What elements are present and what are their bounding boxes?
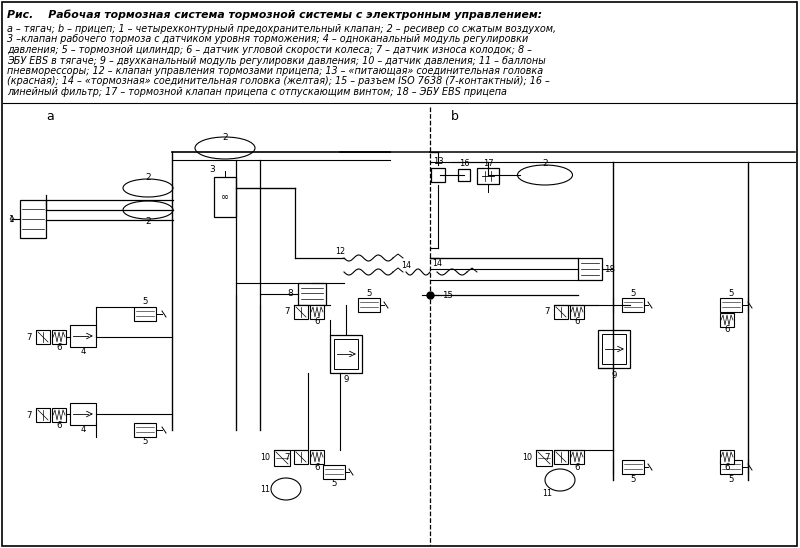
Text: 18: 18: [604, 265, 615, 273]
Text: 5: 5: [142, 437, 148, 447]
Text: 6: 6: [574, 463, 580, 471]
Bar: [554, 305, 568, 319]
Text: 11: 11: [260, 484, 270, 494]
Bar: [570, 305, 584, 319]
Text: 16: 16: [458, 158, 470, 168]
Text: 5: 5: [630, 288, 636, 298]
Bar: [602, 334, 626, 364]
Bar: [310, 450, 324, 464]
Text: 2: 2: [222, 134, 228, 142]
Bar: [20, 200, 46, 238]
Text: 5: 5: [142, 298, 148, 306]
Bar: [536, 450, 552, 466]
Text: Рис.    Рабочая тормозная система тормозной системы с электронным управлением:: Рис. Рабочая тормозная система тормозной…: [7, 9, 542, 20]
Bar: [720, 460, 742, 474]
Text: 13: 13: [433, 157, 443, 167]
Text: 3: 3: [209, 164, 215, 174]
Text: 12: 12: [335, 247, 345, 255]
Text: 2: 2: [145, 218, 151, 226]
Text: 4: 4: [80, 347, 86, 357]
Ellipse shape: [271, 478, 301, 500]
Text: a: a: [46, 110, 54, 123]
Text: 6: 6: [314, 463, 320, 471]
Bar: [70, 403, 96, 425]
Text: 5: 5: [728, 288, 734, 298]
Bar: [134, 307, 156, 321]
Bar: [294, 450, 308, 464]
Text: 6: 6: [724, 326, 730, 334]
Text: 6: 6: [56, 420, 62, 430]
Bar: [554, 450, 568, 464]
Text: 10: 10: [260, 454, 270, 463]
Text: а – тягач; b – прицеп; 1 – четырехконтурный предохранительный клапан; 2 – ресиве: а – тягач; b – прицеп; 1 – четырехконтур…: [7, 24, 556, 34]
Text: 7: 7: [285, 307, 290, 317]
Bar: [70, 325, 96, 347]
Text: 15: 15: [442, 290, 453, 300]
Bar: [274, 450, 290, 466]
Bar: [570, 450, 584, 464]
Bar: [36, 330, 50, 344]
Text: давления; 5 – тормозной цилиндр; 6 – датчик угловой скорости колеса; 7 – датчик : давления; 5 – тормозной цилиндр; 6 – дат…: [7, 45, 532, 55]
Text: 1: 1: [10, 214, 15, 224]
Text: 17: 17: [482, 158, 494, 168]
Text: ЭБУ EBS в тягаче; 9 – двухканальный модуль регулировки давления; 10 – датчик дав: ЭБУ EBS в тягаче; 9 – двухканальный моду…: [7, 55, 546, 66]
Ellipse shape: [545, 469, 575, 491]
Text: 2: 2: [542, 159, 548, 168]
Text: 8: 8: [287, 289, 293, 299]
Ellipse shape: [518, 165, 573, 185]
Text: 5: 5: [728, 475, 734, 483]
Text: 7: 7: [285, 453, 290, 461]
Bar: [214, 177, 236, 217]
Text: 9: 9: [343, 375, 349, 385]
Text: 7: 7: [26, 410, 32, 420]
Bar: [36, 408, 50, 422]
Text: 4: 4: [80, 425, 86, 435]
Text: 2: 2: [145, 174, 151, 182]
Text: 5: 5: [366, 288, 372, 298]
Text: 5: 5: [331, 480, 337, 488]
Ellipse shape: [123, 201, 173, 219]
Text: 6: 6: [56, 342, 62, 351]
Bar: [358, 298, 380, 312]
Bar: [134, 423, 156, 437]
Text: 6: 6: [314, 317, 320, 327]
Bar: [323, 465, 345, 479]
Text: 10: 10: [522, 454, 532, 463]
Ellipse shape: [195, 137, 255, 159]
Bar: [720, 450, 734, 464]
Bar: [294, 305, 308, 319]
Bar: [298, 283, 326, 305]
Text: (красная); 14 – «тормозная» соединительная головка (желтая); 15 – разъем ISO 763: (красная); 14 – «тормозная» соединительн…: [7, 77, 550, 87]
Bar: [720, 298, 742, 312]
Text: b: b: [451, 110, 459, 123]
Text: 11: 11: [542, 489, 552, 499]
Text: 14: 14: [432, 260, 442, 269]
Bar: [622, 298, 644, 312]
Bar: [598, 330, 630, 368]
Text: 6: 6: [724, 463, 730, 471]
Bar: [578, 258, 602, 280]
Text: 7: 7: [545, 453, 550, 461]
Bar: [310, 305, 324, 319]
Text: 7: 7: [26, 333, 32, 341]
Text: пневморессоры; 12 – клапан управления тормозами прицепа; 13 – «питающая» соедини: пневморессоры; 12 – клапан управления то…: [7, 66, 543, 76]
Bar: [334, 339, 358, 369]
Bar: [622, 460, 644, 474]
Text: 14: 14: [401, 260, 411, 270]
Text: 5: 5: [630, 475, 636, 483]
Text: 7: 7: [545, 307, 550, 317]
Text: 6: 6: [574, 317, 580, 327]
Bar: [720, 313, 734, 327]
Text: 9: 9: [611, 370, 617, 380]
Text: линейный фильтр; 17 – тормозной клапан прицепа с отпускающим винтом; 18 – ЭБУ EB: линейный фильтр; 17 – тормозной клапан п…: [7, 87, 507, 97]
Bar: [477, 168, 499, 184]
Text: ∞: ∞: [221, 192, 229, 202]
Bar: [52, 408, 66, 422]
Bar: [52, 330, 66, 344]
Text: 3 –клапан рабочего тормоза с датчиком уровня торможения; 4 – одноканальный модул: 3 –клапан рабочего тормоза с датчиком ур…: [7, 35, 528, 44]
Ellipse shape: [123, 179, 173, 197]
Bar: [330, 335, 362, 373]
